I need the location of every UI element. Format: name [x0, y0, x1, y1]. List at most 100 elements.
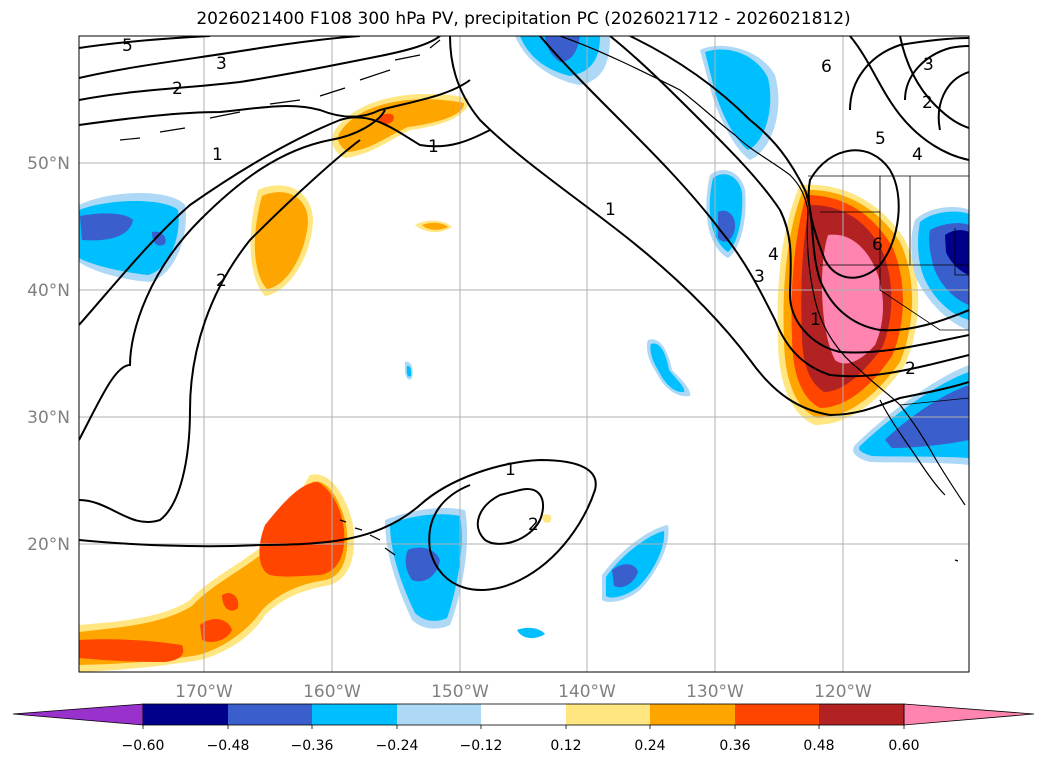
contour-label: 6 — [821, 57, 832, 77]
coastline-baja — [879, 399, 946, 496]
colorbar-tick-label: 0.24 — [634, 738, 665, 754]
pv-contour — [849, 37, 969, 111]
pv-contour — [849, 36, 969, 161]
contour-label: 3 — [923, 55, 934, 75]
contour-label: 2 — [216, 271, 227, 291]
longitude-labels: 170°W 160°W 150°W 140°W 130°W 120°W — [175, 682, 872, 702]
colorbar-swatch — [312, 704, 397, 725]
lon-label: 150°W — [431, 682, 489, 702]
pv-contour — [79, 36, 211, 49]
lat-label: 50°N — [27, 154, 70, 174]
precip-blob-positive — [338, 99, 465, 152]
precip-blob-negative — [612, 564, 638, 588]
contour-label: 1 — [505, 460, 516, 480]
lon-label: 140°W — [558, 682, 616, 702]
contour-label: 5 — [875, 129, 886, 149]
map-panel: 5 3 2 1 1 2 1 2 1 6 3 2 5 4 6 4 3 2 1 — [78, 35, 970, 673]
precip-blob-positive — [222, 593, 239, 611]
colorbar-tick-label: −0.12 — [460, 738, 503, 754]
contour-label: 4 — [768, 245, 779, 265]
precip-blob-positive — [79, 639, 184, 662]
lat-label: 20°N — [27, 535, 70, 555]
contour-label: 2 — [905, 359, 916, 379]
precip-blob-negative — [406, 365, 412, 377]
coastline-west-coast — [806, 209, 966, 506]
pv-contour — [79, 458, 597, 591]
border-mx — [899, 397, 969, 406]
colorbar-tick-label: −0.24 — [376, 738, 419, 754]
colorbar-swatch — [566, 704, 650, 725]
border-nv — [879, 176, 941, 331]
pv-contour-labels: 5 3 2 1 1 2 1 2 1 6 3 2 5 4 6 4 3 2 1 — [122, 36, 934, 535]
colorbar-swatch — [481, 704, 566, 725]
pv-contour — [807, 149, 900, 279]
pv-contour — [79, 79, 471, 126]
latitude-labels: 50°N 40°N 30°N 20°N — [27, 154, 70, 555]
contour-label: 2 — [528, 515, 539, 535]
pv-contour — [539, 36, 969, 378]
coastline-cuba-dot — [954, 559, 959, 562]
coastline-alaska — [559, 36, 809, 211]
precip-blob-negative — [517, 627, 545, 639]
map-frame — [78, 35, 970, 673]
pv-contour — [904, 45, 969, 101]
precip-blob-positive — [378, 113, 394, 125]
pv-contours — [79, 36, 969, 591]
pv-contour — [899, 36, 969, 129]
colorbar-tick-label: −0.48 — [207, 738, 250, 754]
precip-blob-positive — [254, 192, 308, 289]
colorbar: −0.60 −0.48 −0.36 −0.24 −0.12 0.12 0.24 … — [12, 703, 1035, 754]
precip-blob-negative — [80, 213, 133, 241]
lon-label: 160°W — [303, 682, 361, 702]
colorbar-tick-label: 0.36 — [719, 738, 750, 754]
contour-label: 5 — [122, 36, 133, 56]
colorbar-swatch — [735, 704, 819, 725]
colorbar-tick-label: 0.60 — [888, 738, 919, 754]
precip-blob-negative — [545, 36, 580, 62]
contour-label: 3 — [216, 54, 227, 74]
contour-label: 3 — [754, 267, 765, 287]
colorbar-tick-label: −0.36 — [291, 738, 334, 754]
precip-blob-negative — [705, 49, 771, 150]
pv-contour — [937, 71, 969, 131]
pv-contour — [79, 109, 386, 441]
lat-label: 30°N — [27, 408, 70, 428]
precip-blob-negative — [650, 343, 685, 393]
precip-blob-negative — [945, 230, 969, 275]
pv-contour — [79, 36, 361, 79]
coastlines — [119, 36, 966, 562]
colorbar-swatch — [650, 704, 735, 725]
contour-label: 1 — [810, 310, 821, 330]
pv-contour — [476, 488, 545, 545]
precip-blob-positive — [542, 514, 552, 523]
coastline-hawaii — [339, 519, 396, 556]
contour-label: 2 — [922, 93, 933, 113]
colorbar-tick-label: 0.12 — [550, 738, 581, 754]
colorbar-extend-low — [12, 703, 144, 726]
contour-label: 1 — [605, 200, 616, 220]
lon-label: 130°W — [686, 682, 744, 702]
precip-shading — [79, 36, 969, 672]
colorbar-swatch — [228, 704, 312, 725]
colorbar-swatch — [143, 704, 228, 725]
contour-label: 6 — [872, 235, 883, 255]
colorbar-frame — [142, 703, 905, 726]
colorbar-extend-high — [903, 703, 1035, 726]
colorbar-swatch — [397, 704, 481, 725]
pv-contour — [79, 116, 491, 326]
border-ut — [954, 228, 969, 276]
coastline-aleutians — [119, 39, 441, 141]
contour-label: 1 — [212, 145, 223, 165]
precip-blob-positive — [822, 234, 884, 364]
lat-label: 40°N — [27, 281, 70, 301]
precip-blob-positive — [200, 618, 232, 642]
lon-label: 170°W — [175, 682, 233, 702]
contour-label: 4 — [912, 145, 923, 165]
pv-contour — [79, 36, 441, 101]
precip-blob-negative — [152, 231, 166, 246]
pv-contour — [449, 36, 969, 417]
colorbar-swatch — [819, 704, 904, 725]
contour-label: 1 — [428, 137, 439, 157]
pv-contour — [609, 36, 969, 354]
